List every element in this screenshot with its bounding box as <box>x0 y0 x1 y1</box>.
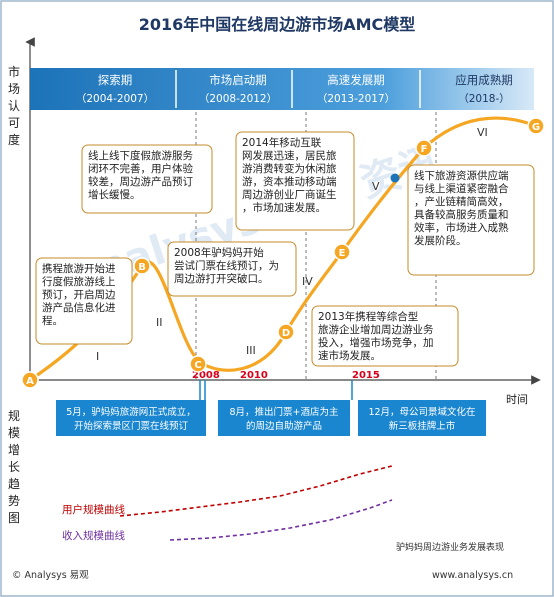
stage-numeral: IV <box>302 275 313 288</box>
callout-line: 线下旅游资源供应端 <box>414 169 509 182</box>
user-curve-legend: 用户规模曲线 <box>62 503 125 516</box>
phase-name: 高速发展期 <box>327 73 385 87</box>
event-text: 的周边自助游产品 <box>246 420 322 432</box>
stage-numeral: I <box>96 350 99 363</box>
event-text: 开始探索景区门票在线预订 <box>74 420 189 432</box>
callout-line: 效率，市场进入成熟 <box>414 221 509 234</box>
footer-url: www.analysys.cn <box>432 570 513 581</box>
year-marker: 2015 <box>352 370 380 381</box>
callout-line: 游产品信息化进 <box>42 301 116 314</box>
callout-border <box>311 305 459 367</box>
callout-box: 2014年移动互联网发展迅速，居民旅游消费转变为休闲旅游，资本推动移动端周边游创… <box>235 131 355 231</box>
year-marker: 2008 <box>192 370 220 381</box>
callout-line: 网发展迅速，居民旅 <box>242 149 337 162</box>
chart-title: 2016年中国在线周边游市场AMC模型 <box>139 15 416 34</box>
event-text: 5月，驴妈妈旅游网正式成立， <box>66 406 196 418</box>
callout-line: 周边游创业厂商诞生 <box>242 188 337 201</box>
curve-point-e: E <box>333 243 351 261</box>
x-axis-label: 时间 <box>506 393 528 406</box>
stage-numeral: II <box>156 316 163 329</box>
callout-line: 投入，增强市场竞争，加 <box>318 336 434 349</box>
callout-line: 周边游打开突破口。 <box>174 272 269 285</box>
footer-brand: © Analysys 易观 <box>12 570 89 581</box>
callout-box: 线下旅游资源供应端与线上渠道紧密融合，产业链精简高效，具备较高服务质量和效率，市… <box>407 164 535 276</box>
revenue-curve-legend: 收入规模曲线 <box>62 529 125 542</box>
callout-border <box>407 164 535 276</box>
revenue-scale-curve <box>169 499 393 541</box>
lower-axis-label: 规模增长趋势图 <box>8 408 20 525</box>
phase-years: （2004-2007） <box>76 93 154 105</box>
callout-line: 发展阶段。 <box>414 234 467 247</box>
svg-text:G: G <box>532 122 540 133</box>
curve-point-b: B <box>133 257 151 275</box>
event-text: 12月，母公司景域文化在 <box>368 406 475 418</box>
callout-line: 游消费转变为休闲旅 <box>242 162 337 175</box>
callout-line: 旅游企业增加周边游业务 <box>318 323 434 336</box>
callout-border <box>81 144 213 214</box>
curve-point-g: G <box>527 117 545 135</box>
callout-line: 2013年携程等综合型 <box>318 310 418 323</box>
callout-line: 线上线下度假旅游服务 <box>88 149 193 162</box>
curve-point-d: D <box>277 323 295 341</box>
stage-numeral: V <box>372 180 380 193</box>
stage-numeral: III <box>246 344 256 357</box>
callout-line: 程。 <box>42 315 63 327</box>
callout-border <box>35 257 133 345</box>
stage-numeral: VI <box>477 126 488 139</box>
callout-line: ，市场加速发展。 <box>242 201 326 214</box>
callout-line: 游，资本推动移动端 <box>242 175 337 188</box>
curve-marker-dot <box>390 173 400 183</box>
svg-text:A: A <box>26 376 34 387</box>
phase-years: （2013-2017） <box>317 93 395 105</box>
svg-text:F: F <box>421 144 428 155</box>
callout-line: 与线上渠道紧密融合 <box>414 182 509 195</box>
curve-point-f: F <box>415 139 433 157</box>
event-text: 新三板挂牌上市 <box>389 420 456 432</box>
event-box: 5月，驴妈妈旅游网正式成立， 开始探索景区门票在线预订 <box>56 400 206 436</box>
phase-name: 应用成熟期 <box>455 73 513 87</box>
event-text: 8月，推出门票+酒店为主 <box>229 406 338 418</box>
svg-text:C: C <box>194 360 201 371</box>
callout-border <box>235 131 355 231</box>
curve-point-a: A <box>21 371 39 389</box>
phase-years: （2008-2012） <box>199 93 277 105</box>
callout-line: 较差，周边游产品预订 <box>88 175 193 188</box>
callout-line: 尝试门票在线预订，为 <box>174 259 279 272</box>
svg-text:D: D <box>282 328 290 339</box>
phase-banner <box>30 68 534 110</box>
callout-line: 预订，开启周边 <box>42 288 116 301</box>
callout-line: 具备较高服务质量和 <box>414 208 509 221</box>
source-note: 驴妈妈周边游业务发展表现 <box>396 541 504 553</box>
curve-point-c: C <box>189 355 207 373</box>
callout-line: 增长缓慢。 <box>88 188 141 201</box>
callout-border <box>167 241 297 297</box>
phase-name: 探索期 <box>98 73 133 87</box>
y-axis-label: 市场认可度 <box>8 64 20 147</box>
user-scale-curve <box>119 465 393 517</box>
phase-years: （2018-） <box>458 93 510 105</box>
callout-line: 行度假旅游线上 <box>42 275 116 288</box>
year-marker: 2010 <box>240 370 268 381</box>
phase-name: 市场启动期 <box>209 73 267 87</box>
callout-line: 携程旅游开始进 <box>42 262 116 275</box>
svg-text:B: B <box>138 262 146 273</box>
callout-line: 速市场发展。 <box>318 349 381 362</box>
callout-line: 2014年移动互联 <box>242 136 322 149</box>
callout-line: 2008年驴妈妈开始 <box>174 246 264 259</box>
callout-line: 闭环不完善，用户体验 <box>88 162 193 175</box>
svg-text:E: E <box>339 248 346 259</box>
callout-line: ，产业链精简高效， <box>414 195 509 208</box>
